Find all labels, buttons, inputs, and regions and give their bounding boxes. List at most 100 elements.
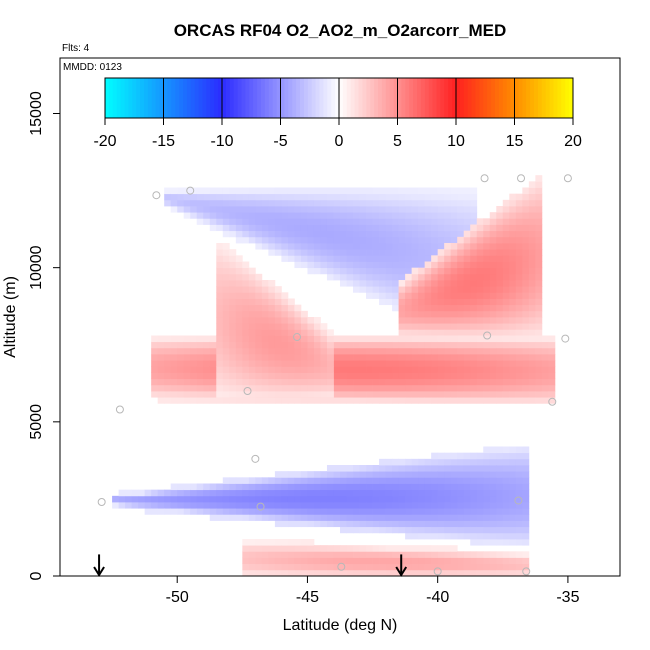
heatmap-cell (470, 249, 478, 256)
heatmap-cell (307, 360, 315, 367)
heatmap-cell (346, 378, 354, 386)
heatmap-cell (346, 236, 354, 244)
heatmap-cell (483, 458, 491, 466)
heatmap-cell (222, 317, 230, 324)
heatmap-cell (333, 267, 341, 275)
heatmap-cell (502, 360, 510, 367)
heatmap-cell (131, 502, 139, 509)
heatmap-cell (476, 243, 484, 250)
heatmap-cell (392, 187, 400, 195)
colorbar-segment (354, 78, 359, 118)
heatmap-cell (268, 317, 276, 324)
heatmap-cell (151, 372, 159, 380)
heatmap-cell (216, 243, 224, 250)
heatmap-cell (196, 489, 204, 497)
heatmap-cell (274, 347, 282, 355)
heatmap-cell (255, 360, 263, 367)
heatmap-cell (300, 520, 308, 528)
heatmap-cell (268, 230, 276, 238)
heatmap-cell (261, 502, 269, 509)
heatmap-cell (444, 329, 452, 336)
heatmap-cell (209, 384, 217, 392)
heatmap-cell (320, 199, 328, 207)
heatmap-cell (242, 273, 250, 281)
heatmap-cell (320, 243, 328, 250)
heatmap-cell (300, 483, 308, 491)
heatmap-cell (333, 514, 341, 521)
heatmap-cell (515, 310, 523, 318)
heatmap-cell (483, 329, 491, 336)
heatmap-cell (307, 508, 315, 515)
heatmap-cell (528, 273, 536, 281)
heatmap-cell (437, 520, 445, 528)
colorbar-segment (495, 78, 500, 118)
heatmap-cell (340, 187, 347, 195)
heatmap-cell (411, 569, 419, 577)
heatmap-cell (326, 563, 334, 571)
colorbar-segment (498, 78, 504, 118)
heatmap-cell (366, 569, 373, 577)
heatmap-cell (235, 335, 243, 343)
heatmap-cell (294, 187, 302, 195)
heatmap-cell (216, 341, 224, 349)
heatmap-cell (528, 341, 536, 349)
heatmap-cell (379, 514, 386, 521)
heatmap-cell (411, 255, 419, 262)
heatmap-cell (216, 502, 224, 509)
heatmap-cell (307, 502, 315, 509)
heatmap-cell (522, 532, 530, 540)
heatmap-cell (274, 477, 282, 484)
heatmap-cell (379, 335, 386, 343)
heatmap-cell (411, 286, 419, 293)
heatmap-cell (242, 335, 250, 343)
colorbar-segment (163, 78, 168, 118)
heatmap-cell (235, 261, 243, 269)
heatmap-cell (418, 532, 426, 540)
heatmap-cell (379, 187, 386, 195)
heatmap-cell (450, 489, 458, 497)
heatmap-cell (229, 323, 237, 330)
heatmap-cell (294, 206, 302, 213)
heatmap-cell (144, 489, 152, 497)
heatmap-cell (431, 465, 439, 472)
heatmap-cell (274, 224, 282, 232)
heatmap-cell (522, 261, 530, 269)
heatmap-cell (261, 378, 269, 386)
heatmap-cell (320, 354, 328, 361)
heatmap-cell (457, 292, 465, 299)
heatmap-cell (203, 489, 211, 497)
heatmap-cell (340, 471, 347, 478)
heatmap-cell (450, 477, 458, 484)
heatmap-cell (418, 465, 426, 472)
heatmap-cell (450, 397, 458, 404)
heatmap-cell (496, 378, 504, 386)
heatmap-cell (340, 249, 347, 256)
heatmap-cell (444, 267, 452, 275)
heatmap-cell (372, 495, 380, 503)
heatmap-cell (450, 545, 458, 552)
heatmap-cell (313, 199, 321, 207)
heatmap-cell (333, 218, 341, 225)
heatmap-cell (496, 446, 504, 454)
heatmap-cell (346, 255, 354, 262)
heatmap-cell (164, 354, 172, 361)
heatmap-cell (177, 397, 185, 404)
heatmap-cell (489, 347, 497, 355)
heatmap-cell (157, 366, 165, 373)
heatmap-cell (333, 557, 341, 565)
heatmap-cell (405, 304, 413, 312)
heatmap-cell (398, 341, 406, 349)
colorbar: -20 -15 -10 -5 0 5 10 15 20 (93, 77, 582, 150)
heatmap-cell (281, 477, 289, 484)
heatmap-cell (313, 323, 321, 330)
heatmap-cell (496, 532, 504, 540)
heatmap-cell (450, 502, 458, 509)
heatmap-cell (320, 397, 328, 404)
heatmap-cell (405, 563, 413, 571)
heatmap-cell (340, 397, 347, 404)
heatmap-cell (509, 495, 517, 503)
heatmap-cell (509, 304, 517, 312)
heatmap-cell (281, 224, 289, 232)
heatmap-cell (405, 532, 413, 540)
heatmap-cell (209, 508, 217, 515)
